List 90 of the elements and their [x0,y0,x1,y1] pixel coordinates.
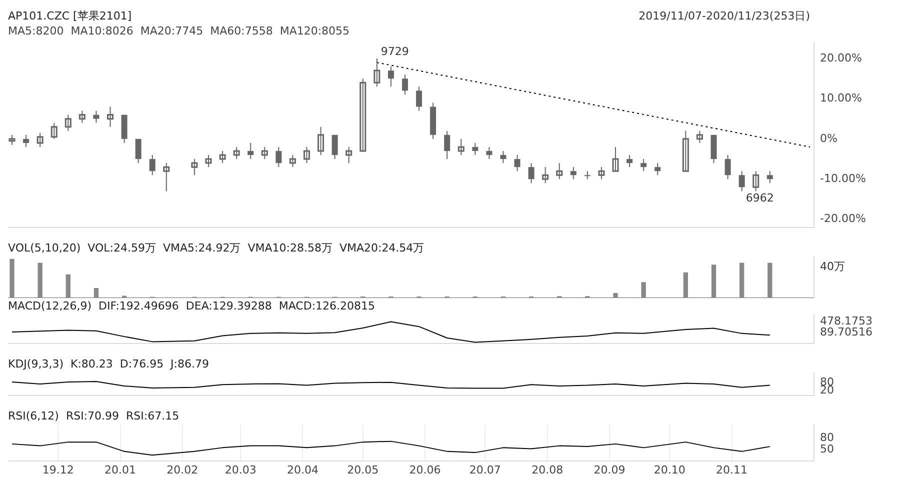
x-tick-label: 20.07 [469,463,501,476]
candlestick [332,134,338,160]
candlestick [289,154,296,168]
candlestick [205,154,212,168]
bar [613,293,618,298]
annotation: 6962 [746,192,774,205]
y-tick-label: 50 [820,442,834,456]
x-tick-label: 20.08 [532,463,564,476]
x-tick-label: 20.04 [286,463,318,476]
annotation: 9729 [380,44,409,58]
candlestick [640,158,647,172]
text: 40万 [820,260,845,274]
bar [739,262,744,298]
chart-title: RSI(6,12) RSI:70.99 RSI:67.15 [8,409,180,422]
chart-title: VOL(5,10,20) VOL:24.59万 VMA5:24.92万 VMA10:28.58万 VMA20:24.54万 [8,241,424,254]
candlestick [346,146,352,164]
y-tick-label: -10.00% [820,172,866,185]
text: 2019/11/07-2020/11/23(253日) [638,9,810,22]
chart-title: MACD(12,26,9) DIF:192.49696 DEA:129.39288 MACD:126.20815 [8,299,376,312]
bar [768,262,772,298]
candlestick [724,154,731,180]
bar [10,258,14,298]
x-tick-label: 20.11 [716,463,748,476]
candlestick [36,132,44,148]
chart-title: KDJ(9,3,3) K:80.23 D:76.95 J:86.79 [8,357,209,370]
candlestick [556,162,563,180]
bar [94,288,99,298]
y-tick-label: -20.00% [820,212,866,226]
candlestick [752,170,760,192]
candlestick [191,158,198,176]
candlestick [682,130,689,172]
bar [711,264,716,298]
candlestick [23,134,30,148]
candlestick [8,134,16,146]
candlestick [528,162,534,184]
candlestick [107,106,114,128]
candlestick [444,130,450,160]
candlestick [78,110,86,124]
candlestick [598,166,605,180]
candlestick [374,58,380,88]
x-tick-label: 20.02 [166,463,198,476]
candlestick [416,86,422,112]
x-tick-label: 20.03 [224,463,256,476]
candlestick [486,146,492,160]
x-tick-label: 20.09 [594,463,626,476]
candlestick [219,150,226,164]
y-tick-label: 20.00% [820,51,862,64]
candlestick [64,114,72,132]
candlestick [248,142,254,160]
x-tick-label: 20.06 [409,463,441,476]
candlestick [135,138,142,164]
candlestick [570,166,576,180]
candlestick [766,170,773,184]
candlestick [318,126,324,156]
candlestick [360,78,366,152]
x-tick-label: 20.10 [654,463,686,476]
bar [38,262,42,298]
candlestick [500,150,506,164]
candlestick [402,74,408,96]
bar [66,274,70,298]
candlestick [388,66,394,88]
candlestick [612,146,619,172]
bar [641,282,646,298]
candlestick [149,154,156,176]
x-tick-label: 19.12 [42,463,74,476]
x-tick-label: 20.01 [104,463,136,476]
candlestick [261,146,268,160]
candlestick [738,170,745,192]
chart-title: AP101.CZC [苹果2101] [8,9,132,22]
x-tick-label: 20.05 [347,463,379,476]
candlestick [233,146,240,160]
candlestick [276,146,282,168]
candlestick [514,154,520,172]
candlestick [654,162,661,176]
candlestick [50,122,58,140]
candlestick [542,166,549,184]
candlestick [696,130,703,144]
candlestick [93,110,100,124]
candlestick [626,154,633,168]
y-tick-label: 478.1753 [820,314,872,328]
bar [683,272,688,298]
y-tick-label: 0% [820,132,838,145]
candlestick [472,142,478,156]
y-tick-label: 10.00% [820,92,862,105]
y-tick-label: 80 [820,431,834,444]
chart-subtitle: MA5:8200 MA10:8026 MA20:7745 MA60:7558 MA120:8055 [8,24,350,38]
candlestick [458,138,464,156]
y-tick-label: 89.70516 [820,325,872,338]
candlestick [303,146,310,164]
candlestick [163,162,170,192]
